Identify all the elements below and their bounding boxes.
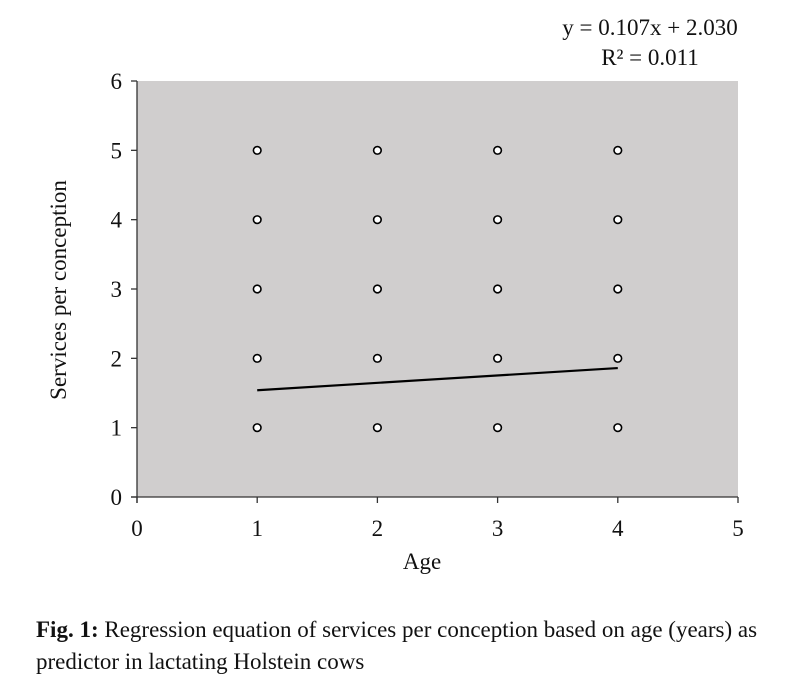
y-tick-label: 4 xyxy=(111,208,123,233)
data-point xyxy=(493,215,503,225)
y-tick-label: 0 xyxy=(111,485,123,510)
plot-area xyxy=(137,81,738,497)
data-point xyxy=(252,353,262,363)
y-tick-label: 2 xyxy=(111,346,123,371)
x-tick-label: 4 xyxy=(612,516,624,541)
data-point xyxy=(372,353,383,363)
data-point xyxy=(372,423,383,433)
x-tick-label: 5 xyxy=(732,516,744,541)
data-point xyxy=(372,145,383,155)
data-point xyxy=(493,284,503,294)
data-point xyxy=(252,215,262,225)
scatter-chart: 0 1 2 3 4 5 6 0 1 2 3 4 5 Services per conception Ag… xyxy=(46,69,744,574)
data-point xyxy=(493,423,503,433)
data-point xyxy=(493,145,503,155)
x-tick-label: 1 xyxy=(251,516,263,541)
data-point xyxy=(613,215,623,225)
caption-label: Fig. 1: xyxy=(36,617,99,642)
data-point xyxy=(372,284,383,294)
data-point xyxy=(613,423,623,433)
y-tick-label: 1 xyxy=(111,416,123,441)
data-point xyxy=(252,423,262,433)
data-point xyxy=(252,284,262,294)
data-point xyxy=(613,145,623,155)
x-tick-label: 0 xyxy=(131,516,143,541)
caption-text: Regression equation of services per conc… xyxy=(36,617,758,674)
x-tick-label: 2 xyxy=(372,516,384,541)
x-axis-label: Age xyxy=(403,549,441,574)
y-axis-label: Services per conception xyxy=(46,180,71,400)
y-tick-label: 5 xyxy=(111,138,123,163)
y-tick-label: 6 xyxy=(111,69,123,94)
data-point xyxy=(372,215,383,225)
figure-caption: Fig. 1: Regression equation of services … xyxy=(36,614,776,678)
data-point xyxy=(613,284,623,294)
trendline xyxy=(257,366,618,392)
data-point xyxy=(613,353,623,363)
regression-equation: y = 0.107x + 2.030 xyxy=(562,15,738,40)
data-point xyxy=(493,353,503,363)
y-tick-label: 3 xyxy=(111,277,123,302)
r-squared-value: R² = 0.011 xyxy=(601,45,699,70)
x-tick-label: 3 xyxy=(492,516,504,541)
data-point xyxy=(252,145,262,155)
